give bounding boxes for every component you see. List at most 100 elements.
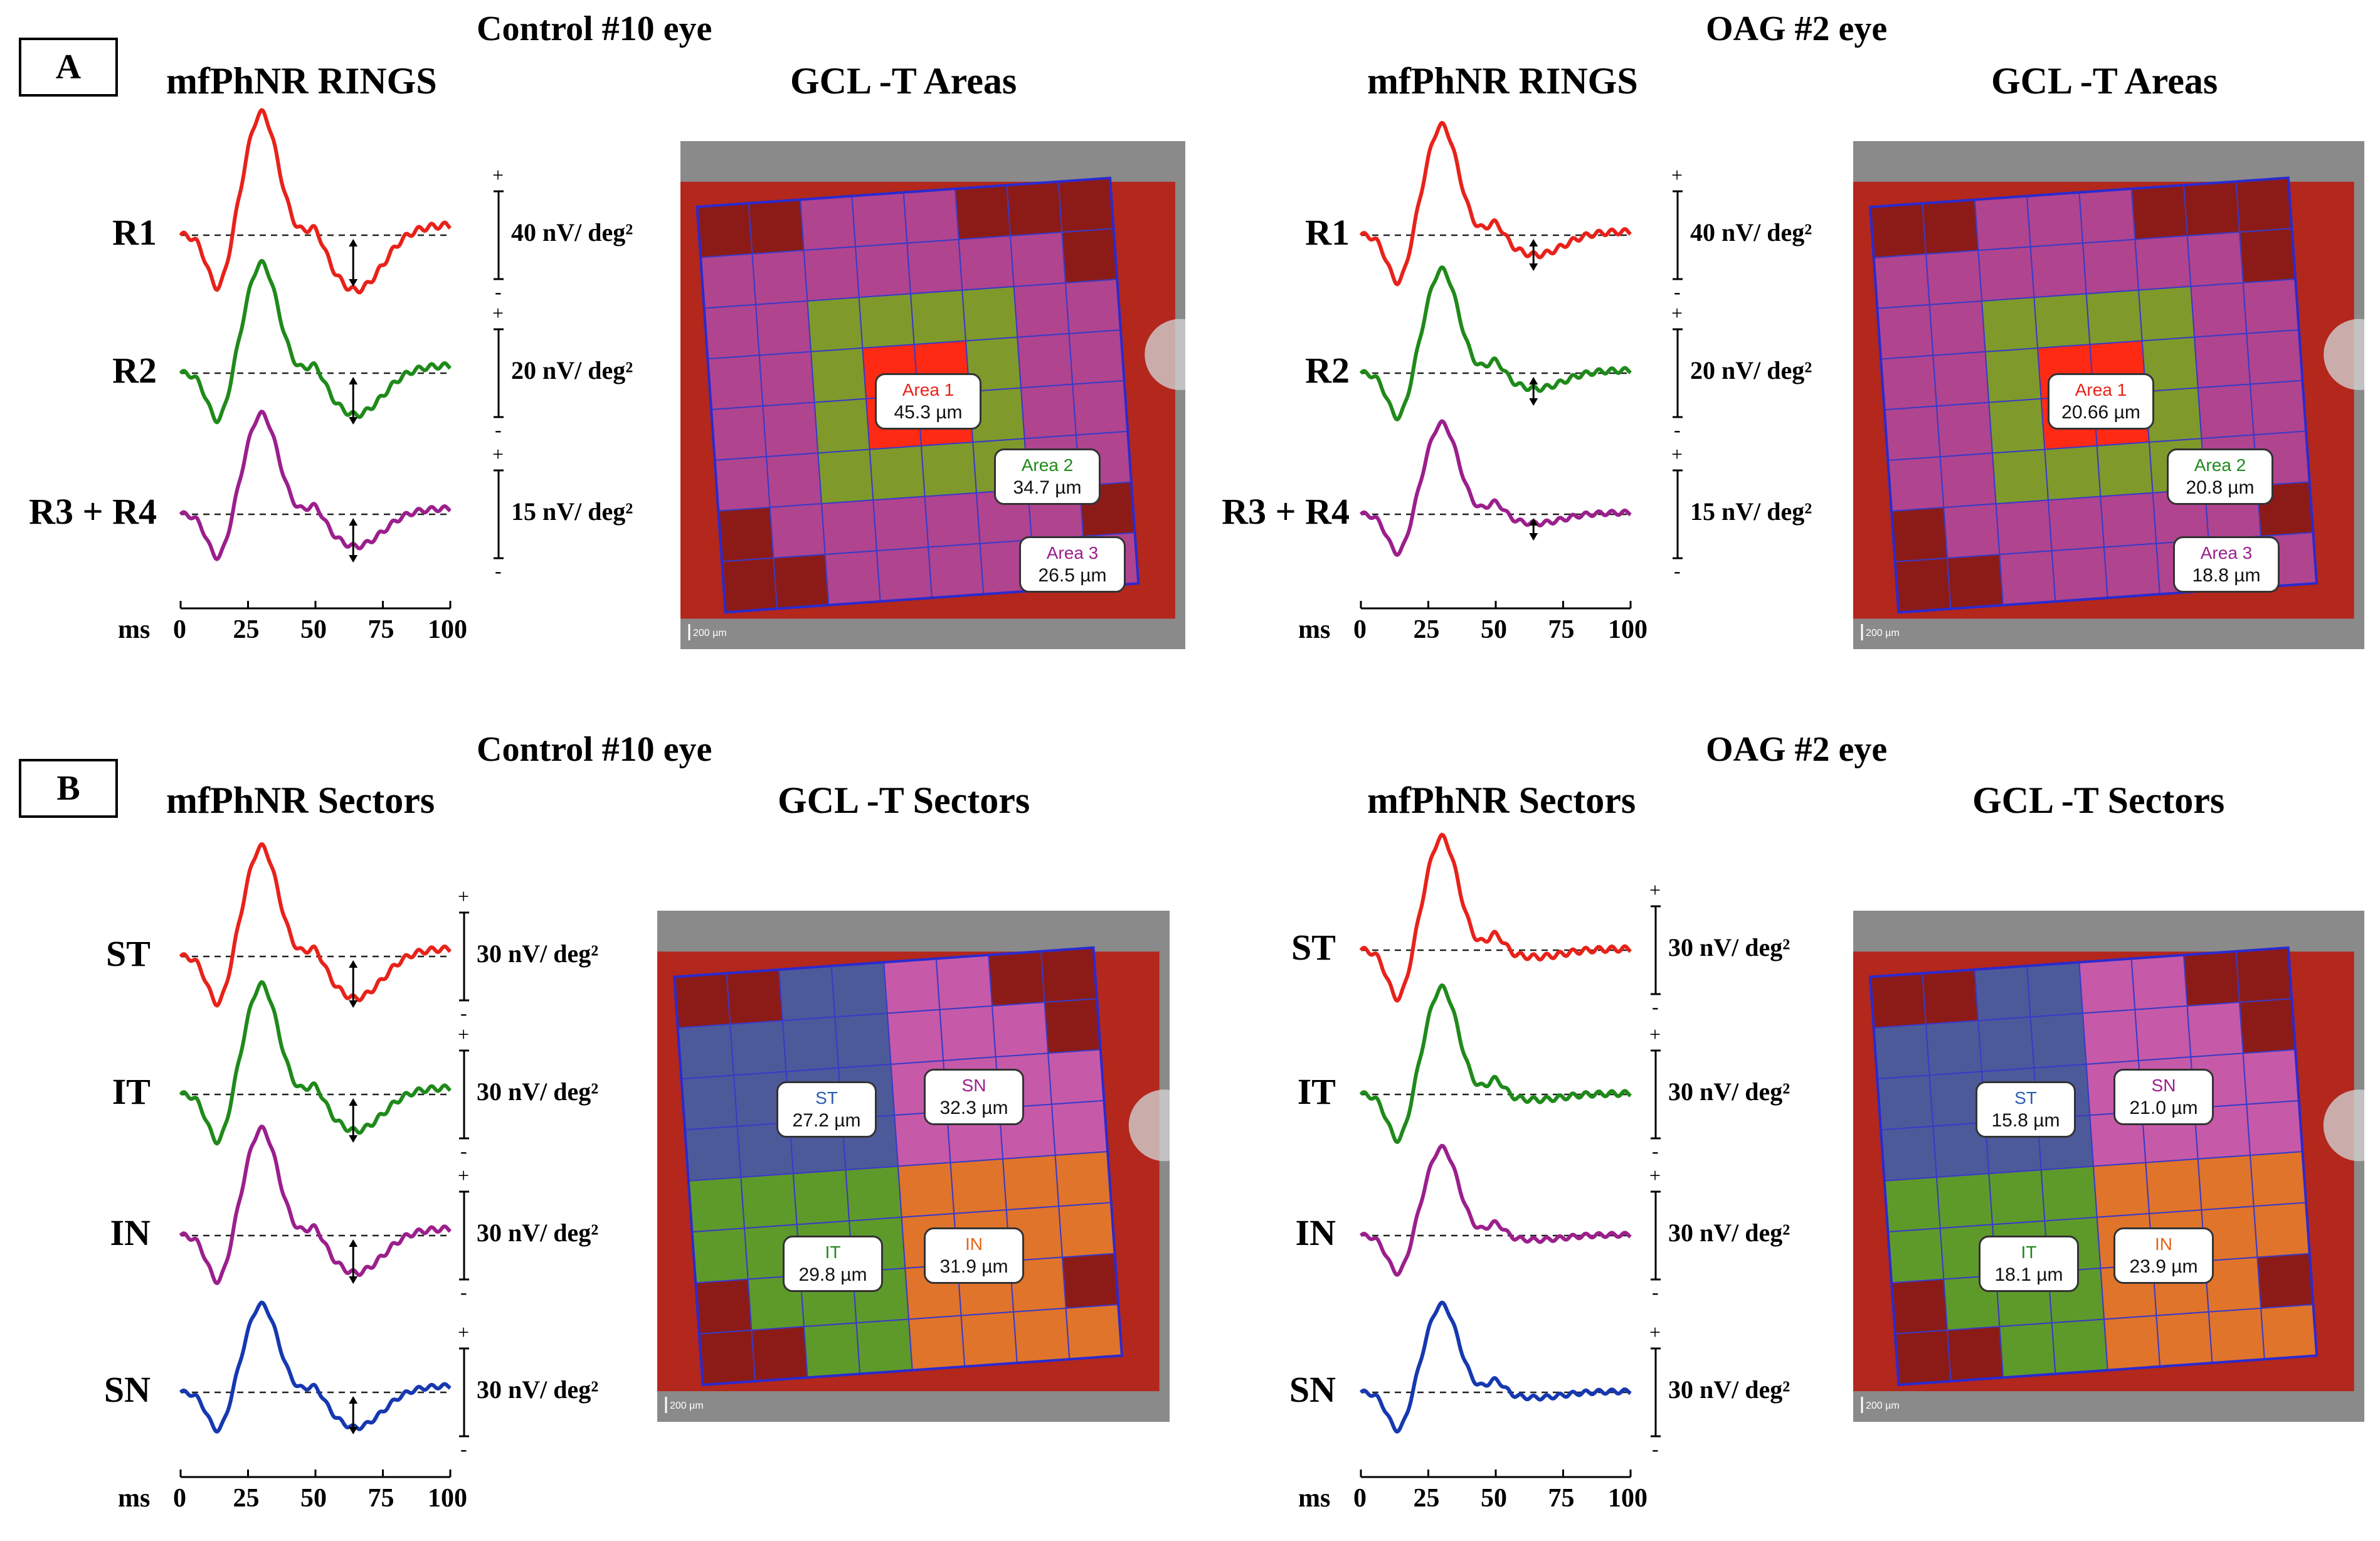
panel-a-oag-wave-heading: mfPhNR RINGS [1367,60,1638,102]
b-oag-row-label: ST [1291,927,1336,968]
a-oag-grid-cell [1890,507,1949,563]
b-control-grid-cell [695,1278,753,1335]
b-control-grid-cell [1061,1252,1119,1309]
b-control-row-label: IN [110,1212,151,1253]
b-control-tick-label: 25 [233,1484,260,1513]
a-control-grid-cell [954,184,1012,240]
a-control-grid-cell [721,557,778,613]
b-oag-value-box-name: IN [2155,1234,2172,1254]
a-control-grid-cell [717,506,775,563]
a-oag-arrowhead-down [1529,398,1538,406]
b-oag-grid-cell [1887,1227,1945,1284]
a-control-arrowhead-up [349,239,358,246]
a-oag-plus: + [1671,302,1683,324]
b-control-grid-cell [792,1169,850,1226]
a-control-value-box: Area 1 45.3 µm [875,373,981,430]
a-control-tick-label: 75 [368,615,394,644]
a-control-grid-cell [924,492,981,548]
a-oag-grid-cell [1935,401,1994,458]
a-control-grid-cell [858,293,915,349]
b-oag-plus: + [1649,1321,1661,1343]
b-control-grid-cell [834,1012,892,1069]
b-oag-grid-cell [2235,946,2293,1004]
a-control-grid-cell [803,246,860,302]
a-control-grid-cell [703,304,760,360]
b-control-tick-label: 50 [300,1484,327,1513]
a-oag-grid-cell [2194,332,2251,389]
a-control-grid-cell [1017,332,1074,389]
a-control-grid-cell [817,448,874,505]
a-control-grid-cell [875,546,933,603]
b-oag-grid-cell [2040,1165,2098,1222]
a-control-grid-cell [762,401,819,458]
b-control-scale-label: 30 nV/ deg² [477,1375,599,1404]
b-oag-row-label: IT [1297,1071,1336,1112]
a-control-scale-label: 20 nV/ deg² [511,356,633,384]
b-control-tick-label: 0 [173,1484,186,1513]
b-control-row-label: ST [106,933,151,974]
b-control-grid-cell [1058,1202,1116,1258]
b-control-value-box-value: 31.9 µm [939,1256,1008,1277]
a-control-value-box: Area 2 34.7 µm [994,448,1101,505]
b-control-grid-cell [680,1074,738,1131]
panel-a-label: A [19,38,118,97]
a-control-grid-cell [906,238,963,295]
b-oag-grid-cell [2208,1307,2265,1364]
b-oag-grid-cell [2182,950,2241,1007]
b-control-row-label: IT [112,1071,151,1112]
b-oag-grid-cell [2145,1158,2203,1215]
a-oag-grid-cell [2183,181,2241,237]
a-oag-grid-cell [1946,553,2004,610]
a-oag-minus: - [1674,559,1681,582]
a-oag-value-box-value: 20.66 µm [2061,402,2140,423]
a-control-grid-cell [696,202,753,258]
a-control-grid-cell [758,351,815,407]
panel-a-oag-title: OAG #2 eye [1706,9,1888,48]
b-oag-value-box: IN 23.9 µm [2113,1227,2214,1284]
a-oag-trace-2 [1359,419,1632,557]
b-control-scale-label: 30 nV/ deg² [477,1078,599,1106]
a-control-grid-cell [820,499,878,555]
b-oag-scale-label: 30 nV/ deg² [1668,1078,1790,1106]
a-control-grid-cell [869,445,926,501]
a-oag-grid-cell [2082,238,2140,295]
a-control-grid-cell [707,354,764,411]
b-oag-value-box: IT 18.1 µm [1979,1236,2079,1292]
b-oag-grid-cell [1999,1322,2056,1379]
a-oag-grid-cell [1876,304,1934,360]
b-oag-value-box-name: IT [2021,1242,2037,1262]
a-control-value-box-name: Area 1 [902,380,955,400]
b-control-grid-cell [684,1125,742,1182]
a-control-grid-cell [961,285,1018,342]
b-control-grid-cell [1050,1099,1109,1157]
a-control-grid-cell [1068,329,1125,385]
a-control-row-label: R1 [112,212,157,253]
b-control-grid-cell [883,958,941,1014]
b-control-grid-cell [677,1024,735,1080]
a-oag-optic-disc [2324,319,2364,390]
b-control-grid-cell [1047,1049,1105,1105]
b-oag-value-box-value: 21.0 µm [2129,1098,2198,1118]
b-oag-trace-2 [1359,1143,1632,1277]
b-control-grid-cell [939,1005,997,1062]
a-control-arrowhead-up [349,518,358,526]
a-oag-grid-cell [1984,347,2042,403]
b-control-thickness-map [657,911,1170,1422]
a-control-grid-cell [711,405,768,461]
a-control-grid-cell [824,550,881,606]
a-oag-grid-cell [2197,383,2255,440]
a-control-grid-cell [813,398,870,454]
a-oag-tick-label: 75 [1548,615,1575,644]
b-oag-value-box-name: SN [2151,1076,2176,1095]
b-oag-value-box: ST 15.8 µm [1975,1081,2076,1138]
b-oag-value-box-value: 18.1 µm [1994,1264,2063,1285]
b-control-arrowhead-down [349,1135,358,1143]
b-control-plus: + [458,1321,470,1343]
b-control-grid-cell [1044,998,1101,1054]
a-oag-grid-cell [2047,495,2105,552]
b-oag-grid-cell [1947,1325,2004,1382]
a-oag-tick-label: 100 [1608,615,1647,644]
a-control-arrowhead-up [349,377,358,384]
a-oag-value-box-name: Area 2 [2194,455,2246,475]
b-control-grid-cell [960,1311,1018,1367]
